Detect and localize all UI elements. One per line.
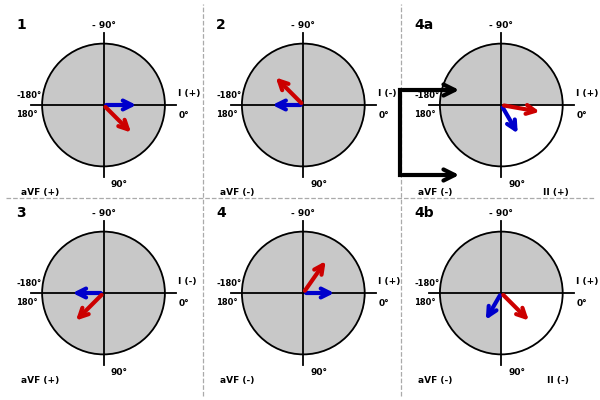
- Circle shape: [242, 232, 365, 354]
- Text: 1: 1: [16, 18, 26, 32]
- Text: 90°: 90°: [310, 368, 327, 377]
- Text: 90°: 90°: [110, 368, 127, 377]
- Text: 90°: 90°: [508, 368, 525, 377]
- Text: 0°: 0°: [178, 299, 189, 308]
- Text: aVF (-): aVF (-): [418, 376, 453, 385]
- Text: I (-): I (-): [378, 89, 397, 98]
- Text: My EKG: My EKG: [77, 275, 130, 311]
- Text: -180°: -180°: [414, 279, 439, 288]
- Text: - 90°: - 90°: [490, 209, 513, 218]
- Text: My EKG: My EKG: [475, 275, 528, 311]
- Text: I (+): I (+): [378, 277, 401, 286]
- Text: - 90°: - 90°: [292, 209, 315, 218]
- Text: 3: 3: [16, 206, 26, 220]
- Wedge shape: [502, 105, 563, 166]
- Wedge shape: [502, 293, 563, 354]
- Text: 180°: 180°: [16, 110, 38, 119]
- Text: 0°: 0°: [576, 299, 587, 308]
- Text: 180°: 180°: [414, 110, 436, 119]
- Text: 0°: 0°: [576, 111, 587, 120]
- Text: - 90°: - 90°: [92, 209, 115, 218]
- Text: My EKG: My EKG: [475, 87, 528, 123]
- Text: 2: 2: [216, 18, 226, 32]
- Text: 90°: 90°: [310, 180, 327, 189]
- Text: My EKG: My EKG: [77, 87, 130, 123]
- Text: 180°: 180°: [216, 298, 238, 307]
- Circle shape: [440, 44, 563, 166]
- Text: - 90°: - 90°: [490, 21, 513, 30]
- Text: II (+): II (+): [543, 188, 569, 197]
- Text: aVF (+): aVF (+): [20, 188, 59, 197]
- Text: - 90°: - 90°: [292, 21, 315, 30]
- Text: 90°: 90°: [508, 180, 525, 189]
- Text: 180°: 180°: [216, 110, 238, 119]
- Text: 180°: 180°: [16, 298, 38, 307]
- Text: 4b: 4b: [414, 206, 434, 220]
- Text: -180°: -180°: [216, 279, 241, 288]
- Text: 180°: 180°: [414, 298, 436, 307]
- Text: I (+): I (+): [576, 89, 599, 98]
- Text: 0°: 0°: [178, 111, 189, 120]
- Circle shape: [440, 232, 563, 354]
- Text: II (-): II (-): [547, 376, 569, 385]
- Text: aVF (-): aVF (-): [220, 376, 255, 385]
- Text: -180°: -180°: [16, 279, 41, 288]
- Text: 4: 4: [216, 206, 226, 220]
- Text: 4a: 4a: [414, 18, 433, 32]
- Text: My EKG: My EKG: [277, 87, 330, 123]
- Text: 0°: 0°: [378, 111, 389, 120]
- Text: -180°: -180°: [16, 91, 41, 100]
- Text: I (+): I (+): [576, 277, 599, 286]
- Text: aVF (-): aVF (-): [418, 188, 453, 197]
- Circle shape: [242, 44, 365, 166]
- Text: My EKG: My EKG: [277, 275, 330, 311]
- Text: -180°: -180°: [216, 91, 241, 100]
- Circle shape: [42, 44, 165, 166]
- Text: - 90°: - 90°: [92, 21, 115, 30]
- Text: I (+): I (+): [178, 89, 201, 98]
- Text: 0°: 0°: [378, 299, 389, 308]
- Text: -180°: -180°: [414, 91, 439, 100]
- Circle shape: [42, 232, 165, 354]
- Text: I (-): I (-): [178, 277, 197, 286]
- Text: aVF (+): aVF (+): [20, 376, 59, 385]
- Text: 90°: 90°: [110, 180, 127, 189]
- Text: aVF (-): aVF (-): [220, 188, 255, 197]
